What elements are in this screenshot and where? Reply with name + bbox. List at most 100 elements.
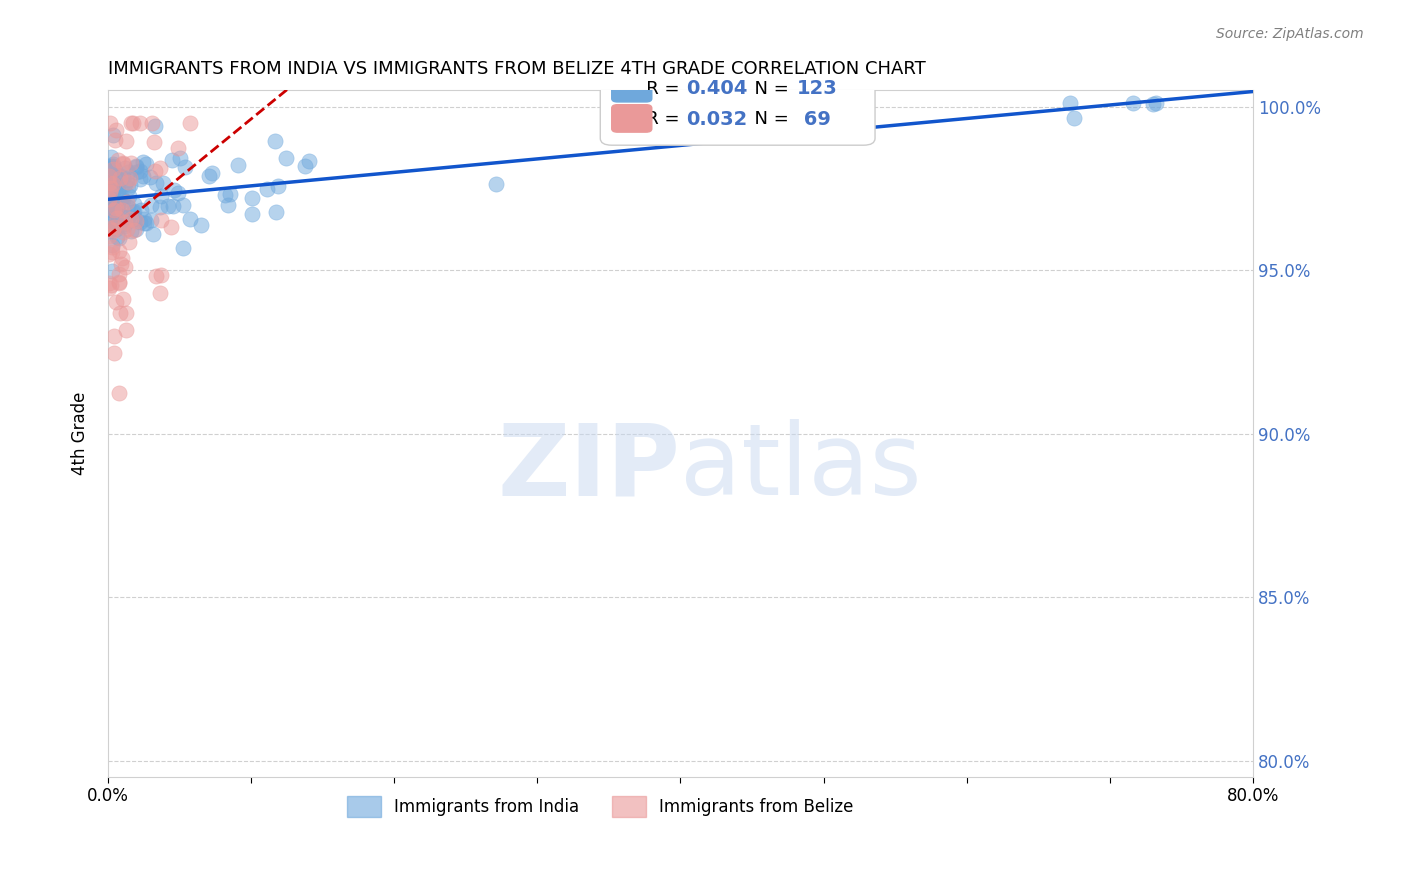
Immigrants from Belize xyxy=(115,222,138,236)
Immigrants from India xyxy=(264,134,287,148)
Immigrants from Belize xyxy=(112,157,135,171)
Immigrants from Belize xyxy=(104,133,127,147)
Immigrants from Belize xyxy=(98,247,121,261)
Immigrants from India xyxy=(118,189,141,203)
Immigrants from Belize xyxy=(111,225,134,239)
Immigrants from India xyxy=(117,181,139,195)
Immigrants from India xyxy=(108,191,131,205)
Immigrants from India xyxy=(124,211,146,226)
Immigrants from India xyxy=(98,215,121,229)
Immigrants from India xyxy=(134,212,156,227)
Immigrants from India xyxy=(607,113,630,128)
Immigrants from India xyxy=(256,182,278,196)
Immigrants from Belize xyxy=(114,323,136,337)
Immigrants from Belize xyxy=(118,171,141,186)
Immigrants from India xyxy=(217,197,239,211)
Immigrants from Belize xyxy=(103,220,125,235)
Immigrants from India xyxy=(219,187,242,202)
Immigrants from India xyxy=(124,165,146,179)
Immigrants from India xyxy=(128,171,150,186)
Immigrants from Belize xyxy=(105,211,128,225)
Immigrants from India xyxy=(179,211,201,226)
Immigrants from Belize xyxy=(110,251,132,265)
Immigrants from India xyxy=(101,237,124,252)
Text: N =: N = xyxy=(744,110,794,128)
Immigrants from Belize xyxy=(159,220,181,235)
Immigrants from Belize xyxy=(100,181,122,195)
Immigrants from Belize xyxy=(120,211,142,226)
Immigrants from Belize xyxy=(149,161,172,176)
Immigrants from Belize xyxy=(103,203,125,218)
Immigrants from India xyxy=(104,162,127,177)
Immigrants from India xyxy=(298,154,321,169)
Immigrants from Belize xyxy=(111,156,134,170)
Immigrants from India xyxy=(485,177,508,191)
Immigrants from India xyxy=(111,191,134,205)
Immigrants from Belize xyxy=(98,229,121,244)
Immigrants from India xyxy=(142,227,165,242)
Immigrants from Belize xyxy=(98,176,121,190)
Immigrants from India xyxy=(100,194,122,208)
Immigrants from Belize xyxy=(103,345,125,359)
Immigrants from India xyxy=(107,200,129,214)
Immigrants from Belize xyxy=(120,116,142,130)
Immigrants from India xyxy=(125,161,148,175)
Immigrants from India xyxy=(104,217,127,231)
Text: IMMIGRANTS FROM INDIA VS IMMIGRANTS FROM BELIZE 4TH GRADE CORRELATION CHART: IMMIGRANTS FROM INDIA VS IMMIGRANTS FROM… xyxy=(108,60,925,78)
Immigrants from India xyxy=(104,205,127,219)
Immigrants from India xyxy=(98,202,121,217)
Immigrants from Belize xyxy=(108,276,131,290)
Immigrants from Belize xyxy=(107,386,129,401)
Immigrants from Belize xyxy=(121,116,143,130)
Immigrants from India xyxy=(145,176,167,190)
Immigrants from Belize xyxy=(100,185,122,199)
Immigrants from India xyxy=(101,194,124,209)
Immigrants from India xyxy=(112,219,135,233)
Immigrants from India xyxy=(121,205,143,219)
Immigrants from India xyxy=(104,222,127,236)
Immigrants from India xyxy=(105,200,128,214)
Immigrants from India xyxy=(117,200,139,214)
Immigrants from India xyxy=(98,194,121,208)
Immigrants from India xyxy=(98,204,121,219)
FancyBboxPatch shape xyxy=(612,104,652,132)
Immigrants from India xyxy=(226,158,249,172)
Immigrants from Belize xyxy=(107,153,129,168)
Immigrants from India xyxy=(120,224,142,238)
Text: Source: ZipAtlas.com: Source: ZipAtlas.com xyxy=(1216,27,1364,41)
Immigrants from India xyxy=(100,169,122,184)
Immigrants from India xyxy=(105,179,128,194)
Immigrants from India xyxy=(101,174,124,188)
Immigrants from Belize xyxy=(98,169,121,183)
Immigrants from India xyxy=(104,170,127,185)
Immigrants from India xyxy=(134,216,156,230)
Immigrants from Belize xyxy=(117,175,139,189)
Immigrants from India xyxy=(201,166,224,180)
Immigrants from Belize xyxy=(110,306,132,320)
Immigrants from India xyxy=(148,200,170,214)
Immigrants from India xyxy=(98,214,121,228)
Immigrants from India xyxy=(266,205,288,219)
FancyBboxPatch shape xyxy=(612,74,652,102)
Immigrants from India xyxy=(1144,96,1167,111)
Immigrants from Belize xyxy=(108,170,131,185)
Immigrants from India xyxy=(100,263,122,277)
Immigrants from India xyxy=(294,159,316,173)
Immigrants from Belize xyxy=(108,267,131,281)
Immigrants from Belize xyxy=(150,268,173,283)
Immigrants from Belize xyxy=(148,285,170,300)
Text: atlas: atlas xyxy=(681,419,922,516)
Immigrants from Belize xyxy=(125,214,148,228)
Legend: Immigrants from India, Immigrants from Belize: Immigrants from India, Immigrants from B… xyxy=(340,789,860,823)
Immigrants from India xyxy=(1142,97,1164,112)
Immigrants from Belize xyxy=(104,201,127,215)
Immigrants from Belize xyxy=(98,281,121,295)
Immigrants from India xyxy=(132,155,155,169)
Immigrants from India xyxy=(104,181,127,195)
Immigrants from Belize xyxy=(150,212,173,227)
Immigrants from Belize xyxy=(115,134,138,148)
Immigrants from India xyxy=(132,169,155,184)
Immigrants from India xyxy=(107,200,129,214)
Immigrants from India xyxy=(152,176,174,190)
Immigrants from Belize xyxy=(111,202,134,217)
